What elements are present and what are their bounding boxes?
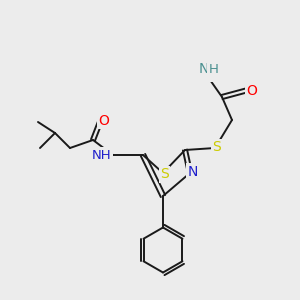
Text: NH: NH — [92, 148, 112, 161]
Text: N: N — [198, 62, 209, 76]
Text: S: S — [212, 140, 221, 154]
Text: O: O — [98, 113, 109, 128]
Text: O: O — [246, 84, 257, 98]
Text: H: H — [208, 63, 218, 76]
Text: S: S — [160, 167, 169, 182]
Text: N: N — [188, 164, 198, 178]
Text: H: H — [202, 68, 212, 80]
